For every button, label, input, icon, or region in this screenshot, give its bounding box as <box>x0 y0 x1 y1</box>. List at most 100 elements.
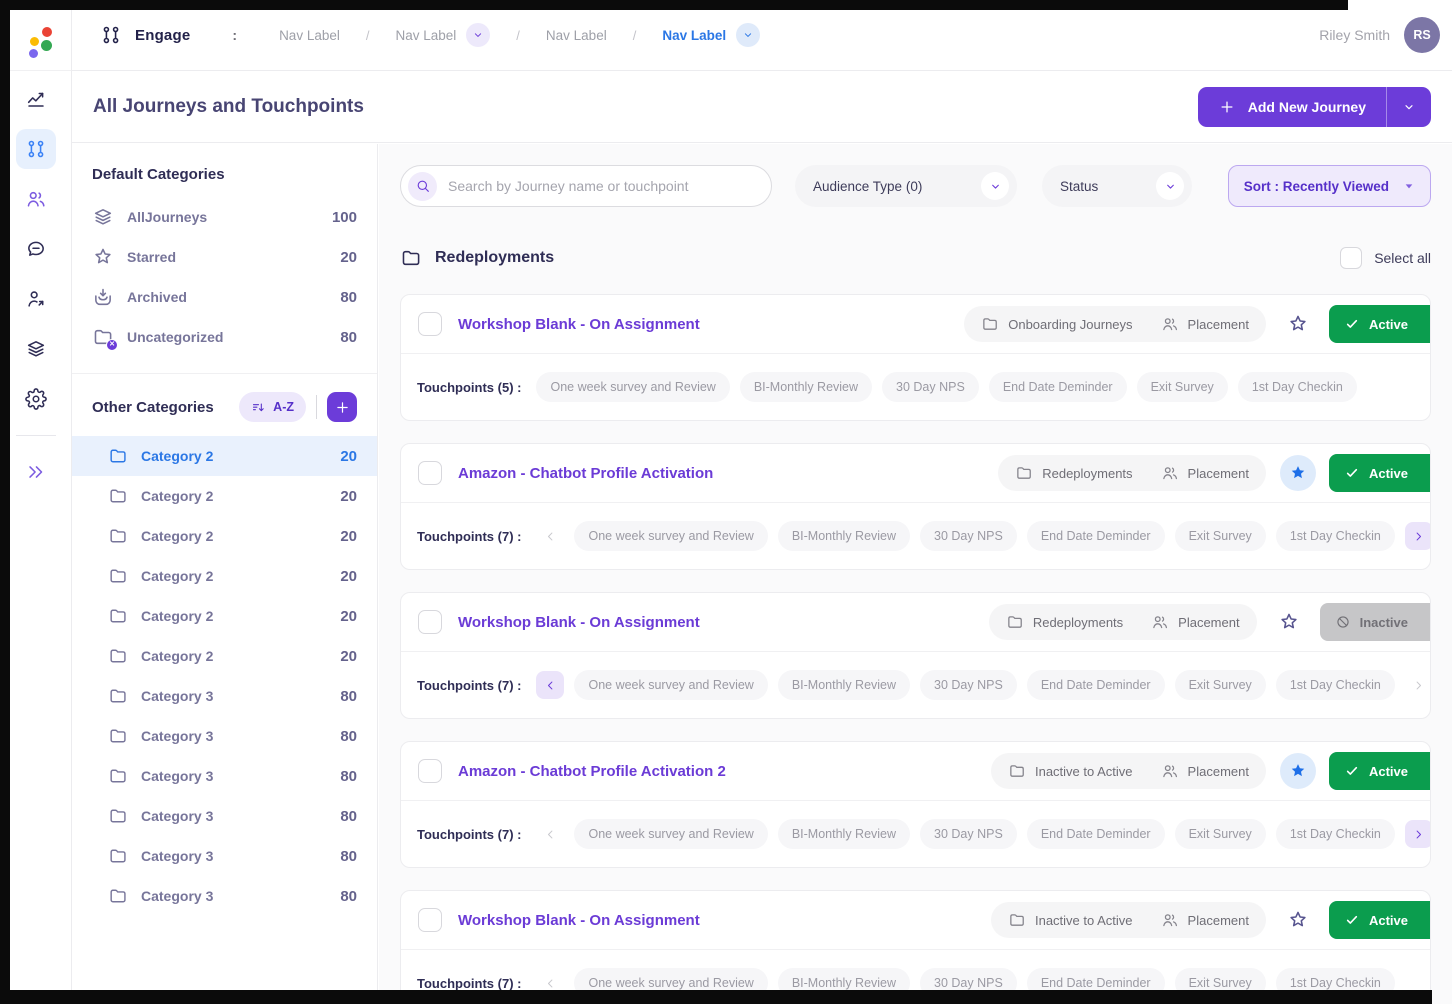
breadcrumb-item-3[interactable]: Nav Label <box>545 27 607 43</box>
journey-title[interactable]: Amazon - Chatbot Profile Activation 2 <box>458 762 726 780</box>
status-filter[interactable]: Status <box>1042 165 1192 207</box>
folder-icon <box>400 247 422 269</box>
category-item[interactable]: Category 2 20 <box>72 516 377 556</box>
category-item[interactable]: Category 2 20 <box>72 596 377 636</box>
app-brand: Engage <box>100 24 190 46</box>
chevron-left-icon <box>543 827 558 842</box>
engage-grid-icon <box>100 24 122 46</box>
avatar[interactable]: RS <box>1404 17 1440 53</box>
check-icon <box>1344 763 1360 779</box>
category-item[interactable]: Category 2 20 <box>72 556 377 596</box>
journey-checkbox[interactable] <box>418 610 442 634</box>
conversations-icon[interactable] <box>16 229 56 269</box>
sort-dropdown[interactable]: Sort : Recently Viewed <box>1227 165 1431 207</box>
search-bar[interactable] <box>400 165 772 207</box>
touchpoint-pill: End Date Deminder <box>1026 670 1165 700</box>
sidebar-item-archived[interactable]: Archived 80 <box>72 277 377 317</box>
touchpoints-label: Touchpoints (7) : <box>417 826 522 842</box>
touchpoints-label: Touchpoints (5) : <box>417 379 522 395</box>
journey-checkbox[interactable] <box>418 461 442 485</box>
assignments-icon[interactable] <box>16 279 56 319</box>
categories-panel: Default Categories AllJourneys 100 Starr… <box>72 144 378 1004</box>
touchpoint-pill: 30 Day NPS <box>882 372 979 402</box>
star-button[interactable] <box>1280 902 1316 938</box>
folder-icon <box>1015 464 1033 482</box>
category-item[interactable]: Category 3 80 <box>72 876 377 916</box>
breadcrumb-item-1[interactable]: Nav Label <box>279 27 340 43</box>
category-item[interactable]: Category 3 80 <box>72 796 377 836</box>
count-badge: 20 <box>340 248 357 266</box>
journeys-content: Audience Type (0) Status Sort : Recently… <box>379 144 1452 1004</box>
journey-title[interactable]: Amazon - Chatbot Profile Activation <box>458 464 714 482</box>
plus-icon <box>1218 98 1236 116</box>
touchpoints-next-button[interactable] <box>1404 522 1430 550</box>
touchpoints-prev-button[interactable] <box>536 671 565 699</box>
category-item[interactable]: Category 3 80 <box>72 676 377 716</box>
layers-icon[interactable] <box>16 329 56 369</box>
journey-checkbox[interactable] <box>418 312 442 336</box>
touchpoint-pill: BI-Monthly Review <box>739 372 873 402</box>
sort-az-button[interactable]: A-Z <box>239 392 306 422</box>
chevron-down-icon[interactable] <box>736 23 761 47</box>
logo-dot-purple <box>29 49 38 58</box>
expand-sidebar-icon[interactable] <box>16 452 56 492</box>
chevron-down-icon <box>1156 172 1184 200</box>
star-button-starred[interactable] <box>1279 753 1316 789</box>
analytics-icon[interactable] <box>16 79 56 119</box>
category-item[interactable]: Category 2 20 <box>72 476 377 516</box>
folder-icon <box>108 686 128 706</box>
caret-down-icon <box>1401 178 1417 194</box>
sidebar-item-uncategorized[interactable]: ✕ Uncategorized 80 <box>72 317 377 357</box>
chevron-down-icon[interactable] <box>466 23 491 47</box>
check-icon <box>1344 912 1360 928</box>
settings-gear-icon[interactable] <box>16 379 56 419</box>
journey-card: Workshop Blank - On Assignment Redeploym… <box>400 592 1431 719</box>
audience-badge: Placement <box>1151 613 1240 631</box>
sidebar-item-starred[interactable]: Starred 20 <box>72 237 377 277</box>
category-item[interactable]: Category 3 80 <box>72 716 377 756</box>
touchpoints-next-button[interactable] <box>1404 820 1430 848</box>
journey-title[interactable]: Workshop Blank - On Assignment <box>458 911 700 929</box>
folder-icon <box>108 606 128 626</box>
folder-icon <box>108 726 128 746</box>
status-button-active[interactable]: Active <box>1328 305 1430 343</box>
category-item[interactable]: Category 2 20 <box>72 636 377 676</box>
star-button[interactable] <box>1271 604 1307 640</box>
count-badge: 80 <box>340 288 357 306</box>
touchpoint-pill: BI-Monthly Review <box>777 670 911 700</box>
folder-icon <box>108 446 128 466</box>
journeys-icon[interactable] <box>15 129 56 169</box>
audience-type-filter[interactable]: Audience Type (0) <box>795 165 1017 207</box>
search-input[interactable] <box>448 178 757 194</box>
folder-x-icon: ✕ <box>92 326 118 351</box>
breadcrumb-item-4-active[interactable]: Nav Label <box>662 23 761 47</box>
star-button[interactable] <box>1280 306 1316 342</box>
folder-icon <box>1008 762 1026 780</box>
status-button-active[interactable]: Active <box>1328 752 1430 790</box>
journey-checkbox[interactable] <box>418 759 442 783</box>
journey-checkbox[interactable] <box>418 908 442 932</box>
people-icon <box>1161 762 1179 780</box>
sidebar-item-alljourneys[interactable]: AllJourneys 100 <box>72 197 377 237</box>
add-new-journey-button[interactable]: Add New Journey <box>1197 87 1431 127</box>
category-item[interactable]: Category 3 80 <box>72 836 377 876</box>
star-icon <box>1278 611 1300 633</box>
star-button-starred[interactable] <box>1279 455 1316 491</box>
status-button-inactive[interactable]: Inactive <box>1319 603 1430 641</box>
category-item[interactable]: Category 3 80 <box>72 756 377 796</box>
touchpoint-pill: 1st Day Checkin <box>1237 372 1357 402</box>
journey-title[interactable]: Workshop Blank - On Assignment <box>458 613 700 631</box>
folder-icon <box>1008 911 1026 929</box>
status-button-active[interactable]: Active <box>1328 901 1430 939</box>
audience-icon[interactable] <box>16 179 56 219</box>
people-icon <box>1161 464 1179 482</box>
journey-title[interactable]: Workshop Blank - On Assignment <box>458 315 700 333</box>
touchpoint-pill: BI-Monthly Review <box>777 521 911 551</box>
add-journey-dropdown-button[interactable] <box>1387 87 1431 127</box>
breadcrumb-item-2[interactable]: Nav Label <box>395 23 491 47</box>
status-button-active[interactable]: Active <box>1328 454 1430 492</box>
category-item[interactable]: Category 2 20 <box>72 436 377 476</box>
select-all-checkbox[interactable] <box>1340 247 1363 269</box>
add-category-button[interactable] <box>327 392 357 422</box>
audience-badge: Placement <box>1161 315 1249 333</box>
